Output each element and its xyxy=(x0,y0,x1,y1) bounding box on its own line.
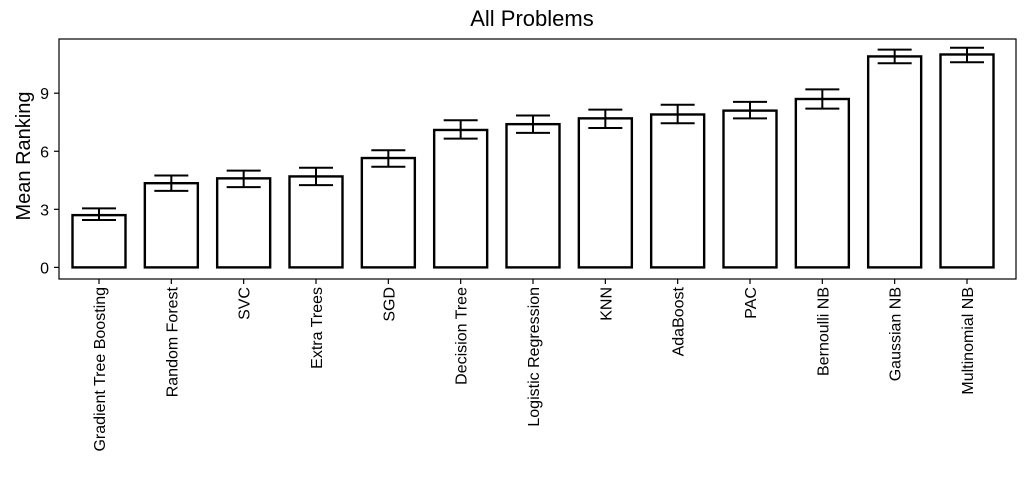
bar xyxy=(360,156,417,269)
y-tick-label: 3 xyxy=(40,202,49,219)
bar xyxy=(71,213,127,269)
bar xyxy=(432,128,489,269)
x-tick-label: PAC xyxy=(743,287,760,319)
bar xyxy=(288,175,344,269)
x-tick-label: Random Forest xyxy=(164,286,181,397)
bar xyxy=(649,113,706,269)
x-tick-label: Multinomial NB xyxy=(960,287,977,395)
chart-title: All Problems xyxy=(470,6,593,31)
bar xyxy=(722,109,778,269)
x-tick-label: Decision Tree xyxy=(454,287,471,385)
bars-group xyxy=(71,53,995,269)
y-tick-label: 9 xyxy=(40,86,49,103)
bar xyxy=(939,53,995,269)
y-axis: 0 3 6 9 xyxy=(40,86,59,277)
x-tick-label: Gaussian NB xyxy=(888,287,905,381)
bar xyxy=(577,117,634,269)
x-tick-label: Bernoulli NB xyxy=(815,287,832,376)
bar xyxy=(215,177,272,269)
bar xyxy=(794,97,851,269)
x-tick-label: AdaBoost xyxy=(671,286,688,356)
x-axis: Gradient Tree Boosting Random Forest SVC Ex… xyxy=(92,279,977,452)
x-tick-label: Gradient Tree Boosting xyxy=(92,287,109,452)
bar xyxy=(143,181,200,269)
y-axis-label: Mean Ranking xyxy=(13,92,35,221)
y-tick-label: 6 xyxy=(40,144,49,161)
x-tick-label: SGD xyxy=(381,287,398,322)
plot-frame xyxy=(58,38,1017,280)
x-tick-label: Extra Trees xyxy=(309,287,326,369)
x-tick-label: SVC xyxy=(237,287,254,320)
y-tick-label: 0 xyxy=(40,260,49,277)
x-tick-label: KNN xyxy=(598,287,615,321)
x-tick-label: Logistic Regression xyxy=(526,287,543,427)
bar xyxy=(866,55,923,269)
error-bars-group xyxy=(82,46,984,221)
bar xyxy=(505,122,561,269)
